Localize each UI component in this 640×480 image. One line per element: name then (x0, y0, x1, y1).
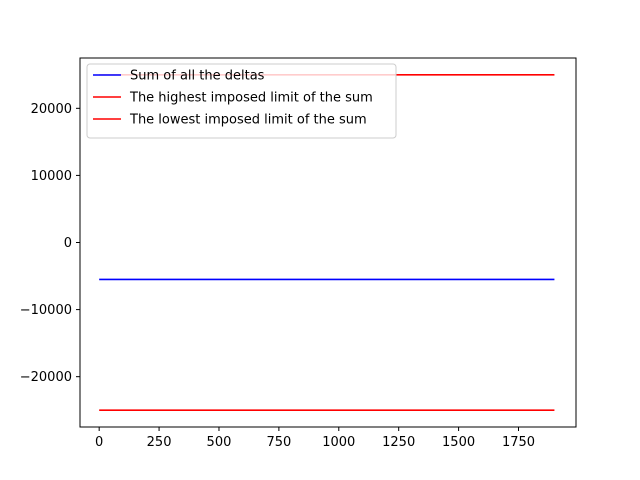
legend-label: The highest imposed limit of the sum (129, 91, 373, 106)
legend: Sum of all the deltas The highest imposed… (86, 63, 397, 139)
x-tick-label: 0 (95, 435, 103, 450)
x-tick-label: 500 (207, 435, 232, 450)
x-tick-label: 1250 (382, 435, 415, 450)
x-tick-label: 1500 (442, 435, 475, 450)
y-tick-label: −10000 (20, 303, 72, 318)
x-tick-label: 250 (147, 435, 172, 450)
legend-box (86, 63, 397, 139)
legend-label: The lowest imposed limit of the sum (129, 113, 367, 128)
y-tick-label: −20000 (20, 370, 72, 385)
x-tick-label: 1750 (502, 435, 535, 450)
y-tick-label: 10000 (31, 169, 72, 184)
y-axis: −20000 −10000 0 10000 20000 (20, 102, 80, 385)
x-axis: 0 250 500 750 1000 1250 1500 1750 (95, 427, 535, 450)
y-tick-label: 0 (64, 236, 72, 251)
legend-label: Sum of all the deltas (130, 69, 265, 84)
x-tick-label: 750 (266, 435, 291, 450)
y-tick-label: 20000 (31, 102, 72, 117)
x-tick-label: 1000 (322, 435, 355, 450)
